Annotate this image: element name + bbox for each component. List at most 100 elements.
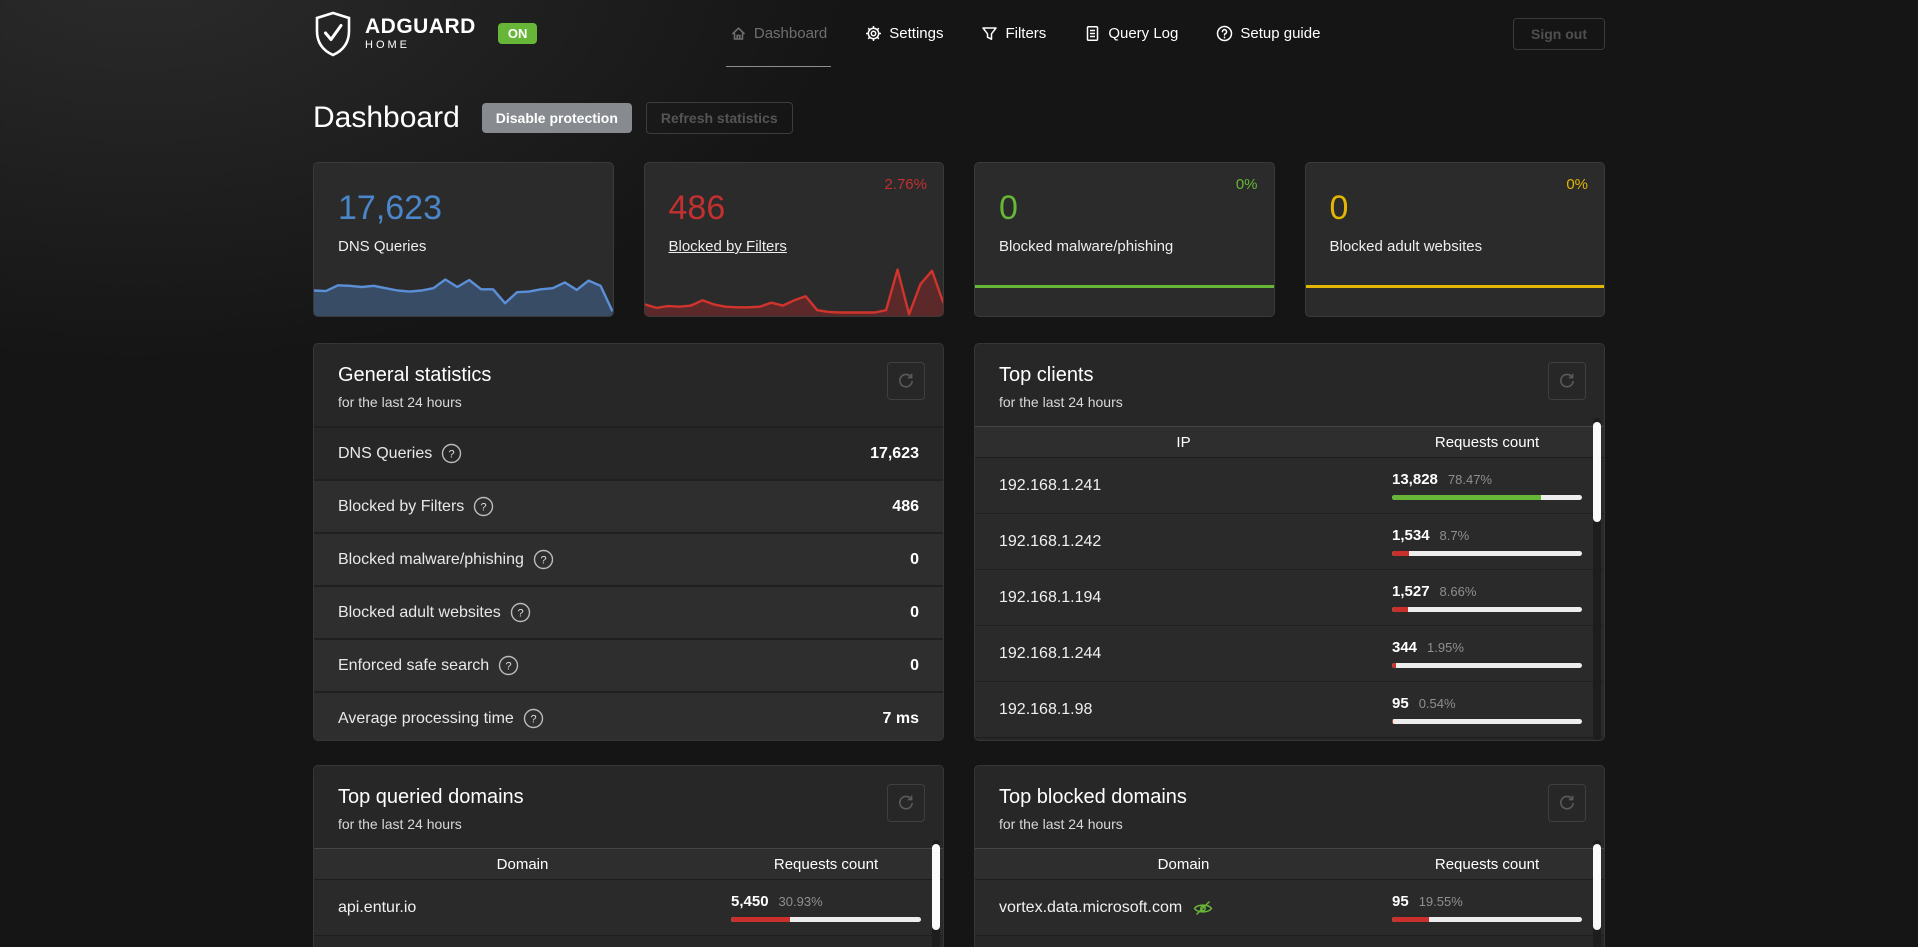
table-row: vortex.data.microsoft.com 95 19.55% <box>975 880 1604 936</box>
column-header-requests: Requests count <box>773 855 879 873</box>
help-icon[interactable]: ? <box>498 655 519 676</box>
refresh-button[interactable] <box>887 784 925 822</box>
table-row: 192.168.1.242 1,534 8.7% <box>975 514 1604 570</box>
stat-cards: 17,623 DNS Queries 2.76% 486 Blocked by … <box>313 162 1605 317</box>
scrollbar[interactable] <box>1593 418 1601 740</box>
blocked-domain[interactable]: vortex.data.microsoft.com <box>999 898 1183 916</box>
column-header-requests: Requests count <box>1434 855 1540 873</box>
stat-value: 0 <box>910 656 919 674</box>
requests-percent: 19.55% <box>1418 894 1463 909</box>
nav-item-settings[interactable]: Settings <box>865 0 943 67</box>
eye-off-icon <box>1193 900 1213 915</box>
client-ip[interactable]: 192.168.1.241 <box>999 476 1102 494</box>
stat-label: Blocked by Filters <box>338 497 465 515</box>
svg-text:?: ? <box>530 714 536 726</box>
svg-text:?: ? <box>481 502 487 514</box>
nav-item-setup-guide[interactable]: Setup guide <box>1216 0 1320 67</box>
client-ip[interactable]: 192.168.1.98 <box>999 700 1093 718</box>
help-icon[interactable]: ? <box>441 443 462 464</box>
stat-value: 486 <box>892 497 919 515</box>
main-nav: Dashboard Settings Filters <box>537 0 1513 67</box>
table-row: 192.168.1.241 13,828 78.47% <box>975 458 1604 514</box>
requests-percent: 8.66% <box>1439 584 1477 599</box>
document-icon <box>1087 26 1099 41</box>
card-percent: 0% <box>1235 176 1258 193</box>
progress-bar <box>1392 607 1582 612</box>
svg-text:?: ? <box>506 661 512 673</box>
card-label: Blocked adult websites <box>1329 238 1483 255</box>
refresh-statistics-button[interactable]: Refresh statistics <box>645 102 793 134</box>
requests-count: 5,450 <box>731 893 769 910</box>
refresh-icon <box>899 373 913 388</box>
scrollbar[interactable] <box>932 840 940 947</box>
progress-bar <box>1392 917 1582 922</box>
client-ip[interactable]: 192.168.1.194 <box>999 588 1102 606</box>
scrollbar-thumb[interactable] <box>1593 422 1601 522</box>
brand-subname: HOME <box>365 39 410 51</box>
progress-bar <box>1392 551 1582 556</box>
card-label: Blocked malware/phishing <box>999 238 1174 255</box>
table-row: 192.168.1.194 1,527 8.66% <box>975 570 1604 626</box>
gear-icon <box>866 26 882 41</box>
requests-count: 95 <box>1392 893 1409 910</box>
table-header: Domain Requests count <box>314 848 943 880</box>
requests-count: 13,828 <box>1392 471 1438 488</box>
requests-percent: 1.95% <box>1427 640 1464 655</box>
refresh-icon <box>1560 373 1574 388</box>
queried-domain[interactable]: api.entur.io <box>338 898 417 916</box>
disable-protection-button[interactable]: Disable protection <box>481 103 632 133</box>
refresh-button[interactable] <box>1548 784 1586 822</box>
refresh-button[interactable] <box>1548 362 1586 400</box>
progress-bar <box>731 917 921 922</box>
panel-title: Top clients <box>999 364 1094 386</box>
help-icon[interactable]: ? <box>523 708 544 729</box>
help-icon[interactable]: ? <box>473 496 494 517</box>
refresh-icon <box>1560 795 1574 810</box>
card-blocked-by-filters: 2.76% 486 Blocked by Filters <box>643 162 944 317</box>
table-row: api.entur.io 5,450 30.93% <box>314 880 943 936</box>
nav-item-filters[interactable]: Filters <box>981 0 1046 67</box>
general-statistics-panel: General statistics for the last 24 hours… <box>313 343 944 741</box>
nav-label: Filters <box>1005 25 1047 42</box>
panel-title: General statistics <box>338 364 492 386</box>
top-queried-domains-panel: Top queried domains for the last 24 hour… <box>313 765 944 947</box>
client-ip[interactable]: 192.168.1.244 <box>999 644 1102 662</box>
stat-label: Enforced safe search <box>338 656 490 674</box>
stat-value: 7 ms <box>882 709 919 727</box>
progress-bar <box>1392 719 1582 724</box>
stat-row: DNS Queries ? 17,623 <box>314 426 943 479</box>
stat-label: DNS Queries <box>338 444 433 462</box>
stat-value: 17,623 <box>870 444 919 462</box>
stat-label: Blocked adult websites <box>338 603 501 621</box>
column-header-domain: Domain <box>496 855 549 873</box>
scrollbar-thumb[interactable] <box>1593 844 1601 930</box>
blocked-by-filters-link[interactable]: Blocked by Filters <box>668 238 787 255</box>
refresh-button[interactable] <box>887 362 925 400</box>
client-ip[interactable]: 192.168.1.242 <box>999 532 1102 550</box>
table-row: 192.168.1.244 344 1.95% <box>975 626 1604 682</box>
adguard-logo[interactable]: ADGUARD HOME ON <box>313 11 538 57</box>
requests-percent: 30.93% <box>778 894 823 909</box>
requests-count: 344 <box>1392 639 1418 656</box>
top-clients-panel: Top clients for the last 24 hours IP Req… <box>974 343 1605 741</box>
panel-title: Top blocked domains <box>999 786 1187 808</box>
brand-name: ADGUARD <box>365 15 476 38</box>
stat-row: Average processing time ? 7 ms <box>314 691 943 740</box>
card-value: 17,623 <box>338 189 442 227</box>
dns-queries-sparkline <box>314 278 613 316</box>
stat-value: 0 <box>910 603 919 621</box>
stat-row: Blocked adult websites ? 0 <box>314 585 943 638</box>
sign-out-button[interactable]: Sign out <box>1513 17 1605 50</box>
card-percent: 0% <box>1566 176 1588 193</box>
card-dns-queries: 17,623 DNS Queries <box>313 162 614 317</box>
help-icon[interactable]: ? <box>533 549 554 570</box>
requests-percent: 8.7% <box>1439 528 1470 543</box>
scrollbar-thumb[interactable] <box>932 844 940 930</box>
stat-label: Blocked malware/phishing <box>338 550 524 568</box>
column-header-domain: Domain <box>1157 855 1210 873</box>
page-title: Dashboard <box>313 101 460 134</box>
nav-item-query-log[interactable]: Query Log <box>1084 0 1178 67</box>
scrollbar[interactable] <box>1593 840 1601 947</box>
help-icon[interactable]: ? <box>510 602 531 623</box>
nav-item-dashboard[interactable]: Dashboard <box>725 0 832 67</box>
